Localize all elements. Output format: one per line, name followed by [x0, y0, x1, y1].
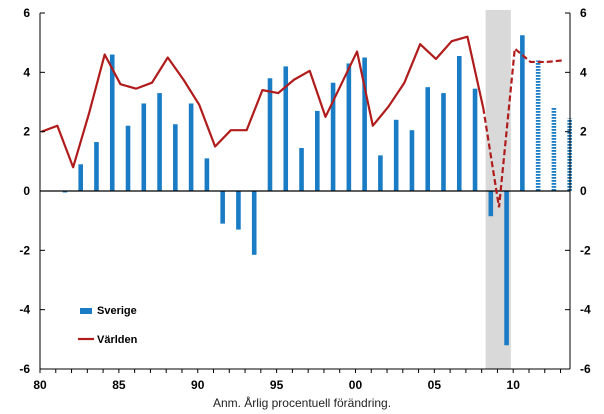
- bar-sverige-1985: [125, 125, 131, 191]
- bar-sverige-2006: [456, 56, 462, 192]
- legend-swatch-sverige: [80, 308, 92, 314]
- y-tick-label-left: -2: [19, 243, 30, 257]
- bar-sverige-2005: [441, 93, 446, 191]
- x-tick-label: 10: [507, 378, 521, 392]
- line-varlden: [41, 35, 485, 169]
- y-axis-right: -6 -4 -2 0 2 4 6: [565, 6, 591, 376]
- bar-sverige-1995: [283, 66, 289, 191]
- x-tick-label: 80: [33, 378, 47, 392]
- bar-sverige-1989: [188, 103, 194, 191]
- bar-sverige-2008: [488, 191, 494, 217]
- y-tick-label-right: -4: [580, 303, 591, 317]
- legend-label-sverige: Sverige: [97, 305, 137, 317]
- bar-sverige-1990: [204, 158, 210, 191]
- bar-sverige-1996: [299, 147, 304, 191]
- x-tick-label: 90: [191, 378, 205, 392]
- bar-sverige-2011: [535, 60, 541, 191]
- y-tick-label-left: -6: [19, 362, 30, 376]
- bar-sverige-1981: [62, 191, 68, 193]
- bar-sverige-1992: [236, 191, 241, 230]
- bar-sverige-1993: [251, 191, 257, 255]
- bar-sverige-2007: [472, 88, 478, 191]
- x-tick-label: 00: [349, 378, 363, 392]
- bar-sverige-1987: [157, 93, 162, 191]
- legend-label-varlden: Världen: [97, 334, 138, 346]
- bar-sverige-2001: [378, 155, 383, 191]
- bar-sverige-1986: [141, 103, 147, 191]
- bar-sverige-2009: [504, 191, 509, 346]
- y-tick-label-left: 6: [23, 6, 30, 20]
- chart-note: Anm. Årlig procentuell förändring.: [212, 396, 392, 410]
- y-tick-label-right: 6: [580, 6, 587, 20]
- y-tick-label-left: 0: [23, 184, 30, 198]
- bar-sverige-1984: [109, 54, 115, 192]
- y-tick-label-right: 4: [580, 65, 587, 79]
- bar-sverige-2003: [409, 130, 415, 191]
- bar-sverige-1999: [346, 63, 352, 191]
- x-tick-label: 85: [112, 378, 126, 392]
- bar-sverige-1998: [330, 82, 336, 191]
- bar-sverige-2010: [520, 35, 525, 191]
- x-tick-label: 95: [270, 378, 284, 392]
- y-tick-label-right: -2: [580, 243, 591, 257]
- y-axis-left: -6 -4 -2 0 2 4 6: [19, 6, 45, 376]
- y-tick-label-left: 4: [23, 65, 30, 79]
- y-tick-label-left: -4: [19, 303, 30, 317]
- y-tick-label-left: 2: [23, 125, 30, 139]
- bar-sverige-1991: [220, 191, 225, 224]
- bar-sverige-2012: [551, 107, 557, 191]
- y-tick-label-right: 2: [580, 125, 587, 139]
- x-axis: 80 85 90 95 00 05 10: [33, 369, 562, 392]
- lines-group: [41, 35, 563, 208]
- y-tick-label-right: -6: [580, 362, 591, 376]
- bar-sverige-1994: [267, 78, 273, 191]
- y-tick-label-right: 0: [580, 184, 587, 198]
- bar-sverige-1983: [94, 142, 99, 191]
- bar-sverige-2000: [362, 57, 367, 191]
- bar-sverige-1997: [315, 110, 320, 191]
- bar-sverige-2002: [393, 119, 399, 191]
- legend: Sverige Världen: [78, 305, 138, 346]
- line-varlden-forecast: [482, 46, 563, 208]
- bar-sverige-1982: [78, 164, 83, 191]
- bar-sverige-1988: [173, 124, 178, 191]
- bar-sverige-2004: [425, 87, 431, 191]
- x-tick-label: 05: [428, 378, 442, 392]
